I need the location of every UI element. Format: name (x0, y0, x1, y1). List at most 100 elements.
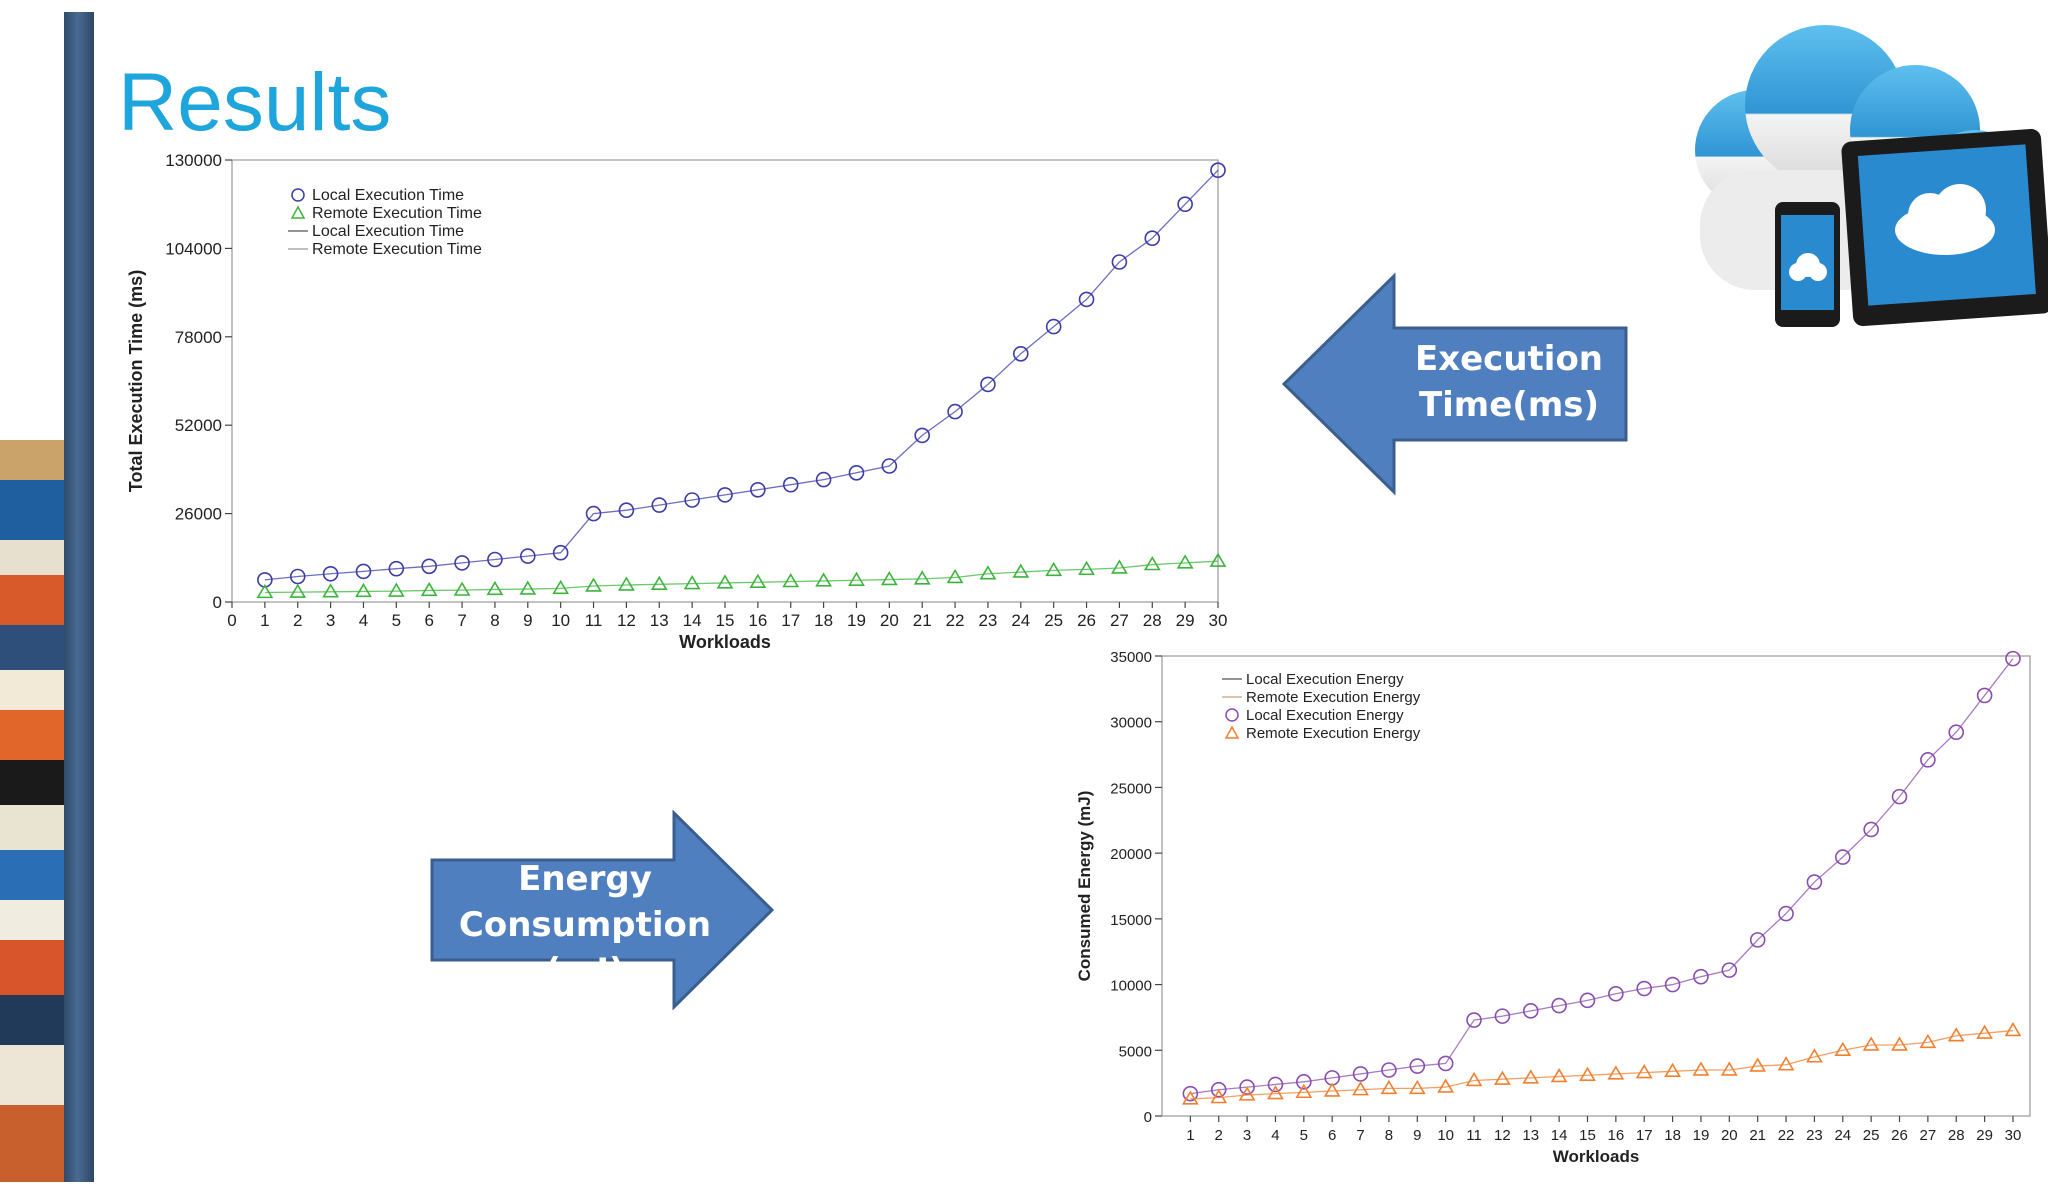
data-point-remote (1111, 559, 1128, 574)
slide-title: Results (118, 57, 392, 148)
legend-marker-triangle (290, 205, 306, 219)
data-point-local (717, 487, 733, 503)
data-point-local (1381, 1062, 1397, 1078)
x-tick-label: 15 (1579, 1127, 1596, 1144)
data-point-local (322, 565, 339, 582)
x-tick-label: 9 (1413, 1127, 1421, 1144)
data-point-remote (387, 582, 405, 597)
x-tick-label: 21 (1749, 1127, 1766, 1144)
x-tick-label: 26 (1891, 1127, 1908, 1144)
x-tick-label: 17 (1636, 1127, 1653, 1144)
data-point-remote (1267, 1085, 1284, 1100)
data-point-local (1045, 318, 1062, 335)
data-point-remote (355, 582, 372, 598)
y-tick-label: 104000 (165, 239, 222, 258)
energy-consumption-arrow: Energy Consumption (mJ) (430, 809, 775, 1011)
x-tick-label: 28 (1143, 611, 1162, 630)
data-point-remote (749, 573, 767, 588)
data-point-local (914, 427, 931, 444)
data-point-remote (1493, 1070, 1511, 1085)
x-tick-label: 18 (814, 611, 833, 630)
execution-arrow-label-2: Time(ms) (1418, 385, 1600, 425)
data-point-remote (1891, 1036, 1908, 1051)
x-tick-label: 28 (1948, 1127, 1965, 1144)
x-tick-label: 19 (1693, 1127, 1710, 1144)
x-axis-label: Workloads (679, 632, 771, 652)
data-point-local (388, 560, 405, 577)
x-tick-label: 15 (716, 611, 735, 630)
y-tick-label: 78000 (175, 328, 222, 347)
x-tick-label: 6 (424, 611, 433, 630)
y-tick-label: 52000 (175, 416, 222, 435)
x-tick-label: 7 (1356, 1127, 1364, 1144)
x-tick-label: 1 (1186, 1127, 1194, 1144)
x-tick-label: 4 (1271, 1127, 1279, 1144)
data-point-local (1749, 932, 1766, 948)
legend-entry: Remote Execution Time (312, 205, 482, 222)
y-tick-label: 10000 (1110, 978, 1152, 995)
y-tick-label: 20000 (1110, 846, 1152, 863)
x-tick-label: 4 (359, 611, 368, 630)
x-tick-label: 18 (1664, 1127, 1681, 1144)
x-tick-label: 30 (1209, 611, 1228, 630)
data-point-remote (1522, 1069, 1540, 1084)
y-tick-label: 0 (213, 593, 222, 612)
x-tick-label: 3 (1243, 1127, 1251, 1144)
data-point-remote (683, 575, 701, 590)
data-point-local (1778, 905, 1794, 922)
data-point-local (1466, 1012, 1482, 1028)
data-point-remote (453, 581, 471, 596)
data-point-local (815, 471, 832, 488)
data-point-remote (1947, 1027, 1965, 1042)
data-point-local (1210, 162, 1226, 179)
data-point-remote (650, 575, 668, 591)
x-axis-label: Workloads (1553, 1147, 1640, 1166)
data-point-local (1608, 985, 1624, 1002)
execution-time-arrow: Execution Time(ms) (1281, 272, 1632, 496)
data-point-remote (1806, 1048, 1823, 1063)
y-tick-label: 35000 (1110, 649, 1152, 666)
execution-time-chart: 0 26000 52000 78000 104000 130000 0 1 2 3 4 5 6 7 8 9 10… (110, 150, 1230, 660)
x-tick-label: 14 (683, 611, 702, 630)
data-point-remote (716, 574, 734, 589)
data-point-local (684, 492, 700, 508)
data-point-remote (1352, 1081, 1369, 1096)
x-tick-label: 23 (978, 611, 997, 630)
data-point-remote (322, 583, 339, 598)
data-point-remote (1012, 563, 1030, 578)
x-tick-label: 12 (617, 611, 636, 630)
data-point-local (1182, 1085, 1199, 1102)
data-point-remote (519, 580, 537, 595)
x-tick-label: 7 (457, 611, 466, 630)
data-point-local (1239, 1079, 1255, 1095)
data-point-local (1296, 1074, 1312, 1090)
data-point-local (1267, 1076, 1284, 1093)
x-tick-label: 6 (1328, 1127, 1336, 1144)
data-point-local (1693, 968, 1709, 985)
legend-marker-circle (1225, 708, 1239, 722)
x-tick-label: 26 (1077, 611, 1096, 630)
x-tick-label: 19 (847, 611, 866, 630)
legend-marker-circle (291, 188, 305, 202)
data-point-local (1948, 724, 1965, 741)
data-point-remote (1323, 1082, 1341, 1097)
data-point-local (289, 568, 306, 585)
data-point-remote (782, 573, 800, 588)
data-point-remote (1209, 552, 1227, 567)
x-tick-label: 13 (650, 611, 669, 630)
data-point-remote (1635, 1064, 1653, 1079)
x-tick-label: 24 (1834, 1127, 1851, 1144)
x-tick-label: 2 (293, 611, 302, 630)
data-point-remote (1720, 1061, 1738, 1076)
data-point-local (1012, 346, 1029, 362)
x-tick-label: 17 (781, 611, 800, 630)
data-point-remote (1777, 1056, 1795, 1071)
x-tick-label: 23 (1806, 1127, 1823, 1144)
data-point-remote (1749, 1057, 1767, 1072)
execution-arrow-label-1: Execution (1414, 339, 1604, 379)
data-point-local (1664, 976, 1681, 993)
x-tick-label: 16 (748, 611, 767, 630)
data-point-remote (1210, 1089, 1228, 1104)
data-point-local (618, 502, 635, 519)
